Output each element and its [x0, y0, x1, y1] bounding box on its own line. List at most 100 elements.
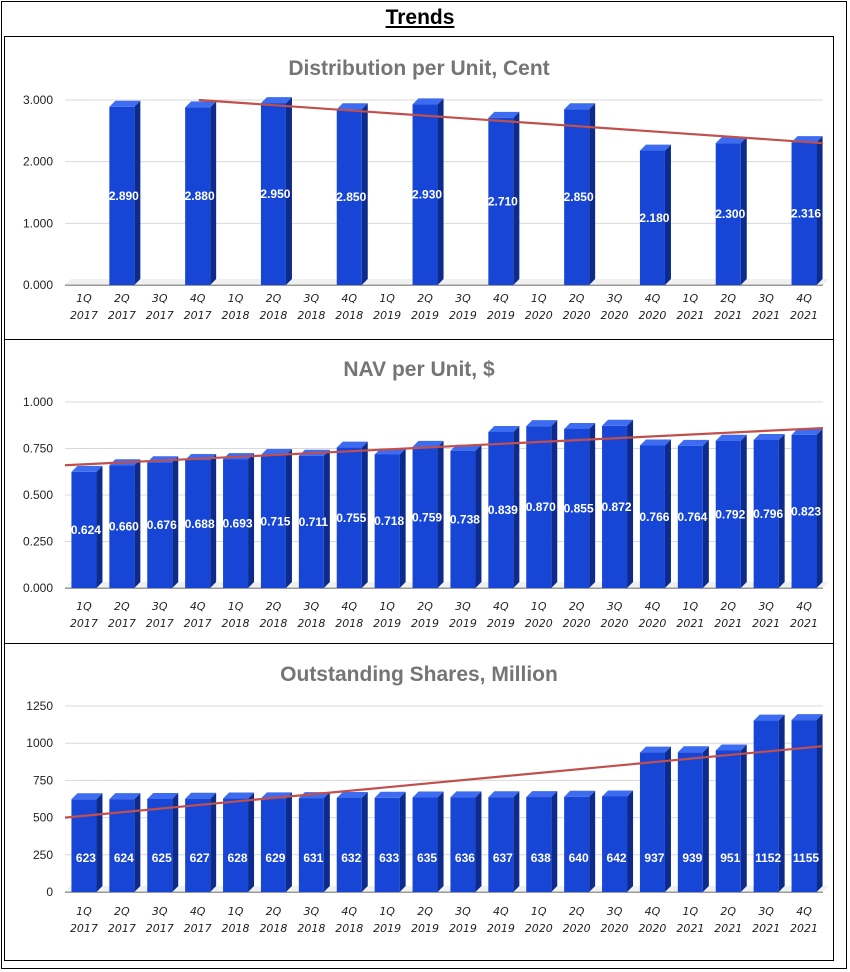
data-label: 632 [341, 851, 361, 865]
x-tick-label-quarter: 4Q [341, 905, 357, 918]
data-label: 1155 [793, 851, 819, 865]
data-label: 631 [303, 851, 323, 865]
bar-top [109, 100, 141, 107]
x-tick-label-year: 2017 [146, 309, 174, 322]
chart-title: Outstanding Shares, Million [280, 663, 558, 686]
x-tick-label-quarter: 3Q [152, 600, 168, 613]
data-label: 0.792 [715, 507, 745, 521]
bar [298, 798, 324, 892]
x-tick-label-year: 2020 [601, 617, 629, 630]
bar-side [134, 100, 141, 286]
x-tick-label-quarter: 2Q [569, 905, 585, 918]
chart-floor [65, 279, 829, 285]
x-tick-label-quarter: 2Q [266, 292, 282, 305]
data-label: 2.890 [109, 189, 139, 203]
bar [791, 720, 817, 892]
x-tick-label-year: 2020 [563, 922, 591, 935]
bar [526, 797, 552, 892]
data-label: 0.759 [412, 510, 442, 524]
y-tick-label: 0.000 [23, 278, 53, 292]
bar-side [361, 791, 368, 892]
bar-side [437, 98, 444, 285]
x-tick-label-quarter: 2Q [114, 905, 130, 918]
x-tick-label-year: 2017 [70, 922, 98, 935]
data-label: 2.950 [260, 187, 290, 201]
bar-top [564, 422, 596, 429]
bar-side [589, 422, 596, 588]
bar-side [778, 714, 785, 892]
x-tick-label-year: 2020 [563, 617, 591, 630]
x-tick-label-year: 2018 [222, 309, 250, 322]
x-tick-label-quarter: 2Q [569, 600, 585, 613]
x-tick-label-quarter: 2Q [720, 600, 736, 613]
data-label: 629 [265, 851, 285, 865]
bar [715, 750, 741, 892]
trendline [198, 98, 824, 145]
bar-side [475, 791, 482, 892]
bar [791, 434, 817, 588]
data-label: 640 [569, 851, 589, 865]
data-label: 2.880 [185, 189, 215, 203]
bar-side [323, 449, 330, 588]
x-tick-label-year: 2019 [487, 617, 515, 630]
bar-side [740, 744, 747, 892]
bar [336, 797, 362, 892]
x-tick-label-year: 2021 [790, 617, 818, 630]
y-tick-label: 1.000 [23, 216, 53, 230]
data-label: 0.660 [109, 520, 139, 534]
x-tick-label-quarter: 4Q [190, 600, 206, 613]
bar-top [677, 439, 709, 446]
data-label: 2.300 [715, 207, 745, 221]
bar-side [248, 453, 255, 588]
data-label: 0.738 [450, 512, 480, 526]
x-tick-label-quarter: 3Q [758, 292, 774, 305]
data-label: 0.766 [639, 510, 669, 524]
data-label: 937 [644, 851, 664, 865]
x-tick-label-year: 2017 [108, 922, 136, 935]
x-tick-label-quarter: 4Q [796, 292, 812, 305]
x-tick-label-quarter: 4Q [341, 292, 357, 305]
bar-top [336, 441, 368, 448]
x-tick-label-year: 2020 [525, 309, 553, 322]
y-tick-label: 0 [46, 885, 53, 899]
bar-side [210, 792, 217, 892]
data-label: 0.872 [602, 500, 632, 514]
bar-side [210, 454, 217, 588]
x-tick-label-year: 2018 [222, 922, 250, 935]
bar-top [223, 792, 255, 799]
bar-side [778, 433, 785, 588]
x-tick-label-quarter: 1Q [683, 905, 699, 918]
bar [260, 455, 286, 588]
bar [791, 142, 817, 285]
x-tick-label-quarter: 4Q [190, 292, 206, 305]
x-tick-label-year: 2017 [184, 309, 212, 322]
x-tick-label-quarter: 3Q [304, 292, 320, 305]
chart-title: Distribution per Unit, Cent [288, 57, 549, 80]
bar [298, 455, 324, 588]
bar-side [285, 97, 292, 285]
x-tick-label-quarter: 1Q [683, 600, 699, 613]
y-tick-label: 1000 [26, 736, 53, 750]
bar [753, 439, 779, 588]
bar-side [589, 103, 596, 285]
x-tick-label-year: 2017 [70, 617, 98, 630]
data-label: 951 [720, 851, 740, 865]
data-label: 2.180 [639, 211, 669, 225]
data-label: 0.870 [526, 500, 556, 514]
bar [109, 465, 135, 588]
bar-side [361, 103, 368, 285]
x-tick-label-year: 2018 [297, 922, 325, 935]
bar [639, 150, 665, 285]
bar [639, 445, 665, 588]
bar-top [715, 137, 747, 144]
x-tick-label-quarter: 3Q [455, 292, 471, 305]
bar-top [639, 746, 671, 753]
data-label: 637 [493, 851, 513, 865]
bar [71, 471, 97, 588]
y-tick-label: 2.000 [23, 155, 53, 169]
x-tick-label-quarter: 3Q [758, 600, 774, 613]
x-tick-label-year: 2020 [601, 309, 629, 322]
y-tick-label: 3.000 [23, 93, 53, 107]
bar-top [602, 419, 634, 426]
x-tick-label-year: 2018 [259, 617, 287, 630]
